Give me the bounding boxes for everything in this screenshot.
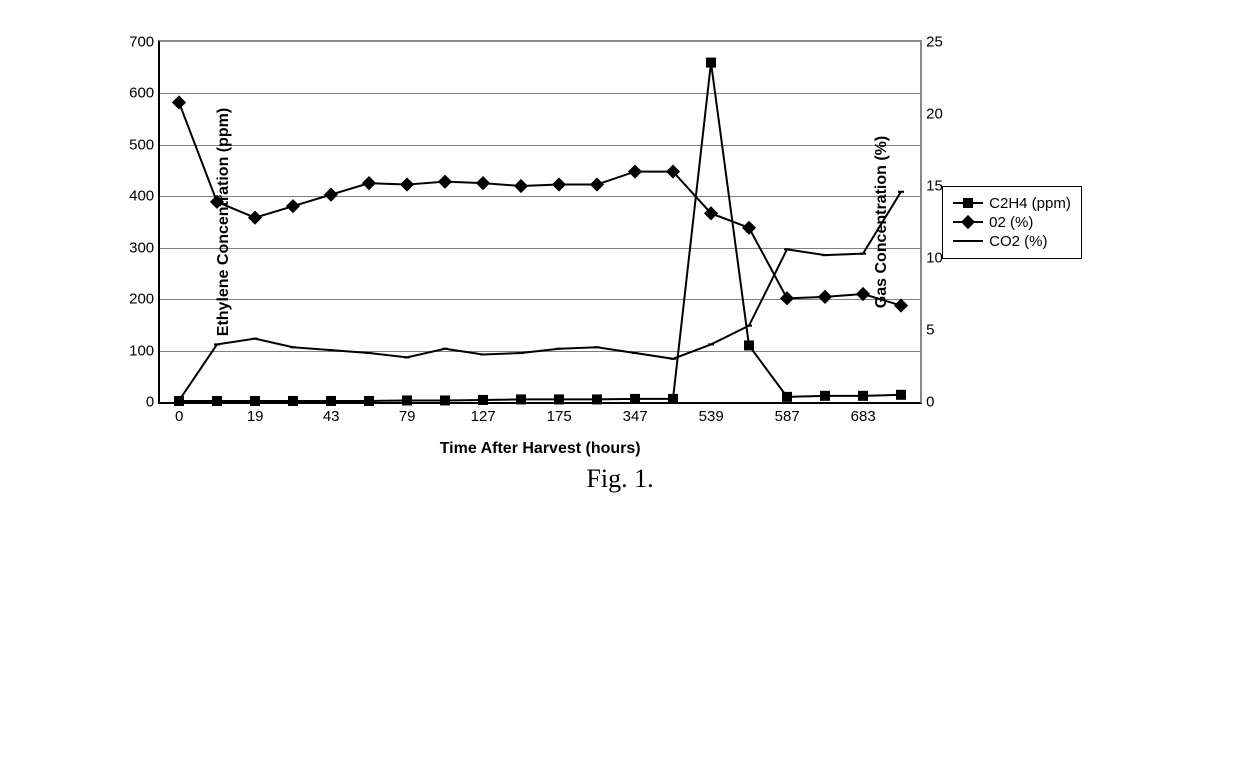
- y-right-tick-label: 20: [920, 106, 943, 123]
- y-left-tick-label: 400: [129, 188, 160, 205]
- chart-box: 0100200300400500600700051015202501943791…: [158, 40, 922, 404]
- x-tick-label: 539: [699, 402, 724, 425]
- legend: C2H4 (ppm) 02 (%) CO2 (%): [942, 186, 1082, 259]
- series-co2-: [160, 42, 920, 402]
- y-left-tick-label: 500: [129, 136, 160, 153]
- chart-row: 0100200300400500600700051015202501943791…: [158, 40, 1082, 404]
- y-right-tick-label: 10: [920, 250, 943, 267]
- y-left-axis-label: Ethylene Concentration (ppm): [215, 108, 233, 336]
- legend-item-c2h4: C2H4 (ppm): [953, 195, 1071, 212]
- legend-swatch-square: [953, 202, 983, 204]
- x-tick-label: 347: [623, 402, 648, 425]
- legend-swatch-tick: [953, 240, 983, 242]
- legend-item-o2: 02 (%): [953, 214, 1071, 231]
- y-left-tick-label: 600: [129, 85, 160, 102]
- legend-label: CO2 (%): [989, 233, 1047, 250]
- x-tick-label: 127: [471, 402, 496, 425]
- y-left-tick-label: 0: [146, 394, 160, 411]
- legend-label: C2H4 (ppm): [989, 195, 1071, 212]
- figure-caption: Fig. 1.: [586, 464, 653, 494]
- x-tick-label: 587: [775, 402, 800, 425]
- legend-label: 02 (%): [989, 214, 1033, 231]
- y-right-tick-label: 5: [920, 322, 934, 339]
- y-left-tick-label: 700: [129, 34, 160, 51]
- y-right-tick-label: 15: [920, 178, 943, 195]
- figure-container: 0100200300400500600700051015202501943791…: [40, 40, 1200, 494]
- x-tick-label: 175: [547, 402, 572, 425]
- y-left-tick-label: 100: [129, 342, 160, 359]
- legend-item-co2: CO2 (%): [953, 233, 1071, 250]
- y-left-tick-label: 200: [129, 291, 160, 308]
- x-axis-label: Time After Harvest (hours): [440, 440, 641, 458]
- x-tick-label: 683: [851, 402, 876, 425]
- plot-area: 0100200300400500600700051015202501943791…: [158, 40, 922, 404]
- y-left-tick-label: 300: [129, 239, 160, 256]
- y-right-axis-label: Gas Concentration (%): [873, 136, 891, 308]
- y-right-tick-label: 25: [920, 34, 943, 51]
- y-right-tick-label: 0: [920, 394, 934, 411]
- legend-swatch-diamond: [953, 221, 983, 223]
